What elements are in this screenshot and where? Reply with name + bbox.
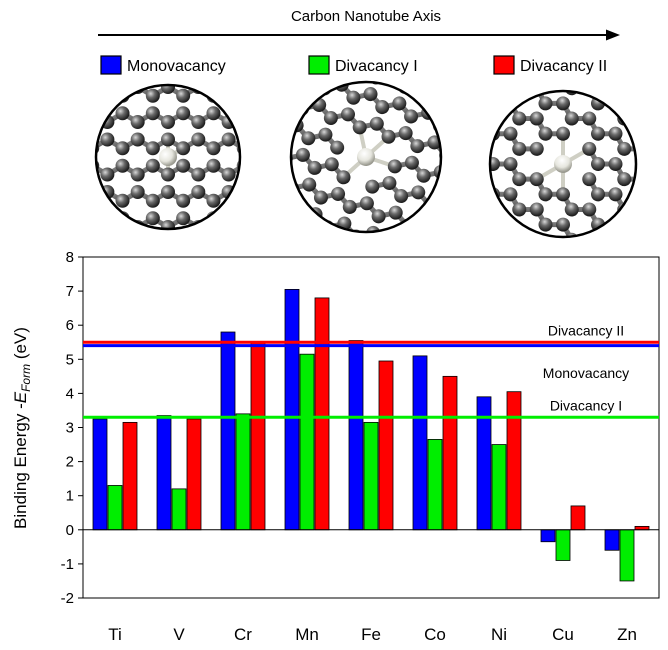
nanotube-axis-title: Carbon Nanotube Axis	[291, 8, 441, 25]
legend-item-monovacancy: Monovacancy	[101, 56, 226, 75]
y-axis-label-symbol: E	[11, 391, 30, 403]
legend: Monovacancy Divacancy I Divacancy II	[101, 56, 607, 75]
y-tick-label: 5	[66, 351, 74, 368]
bar-divacancy-ii-mn	[315, 298, 329, 530]
y-axis-label: Binding Energy -EForm (eV)	[11, 327, 33, 529]
bar-divacancy-ii-v	[187, 419, 201, 530]
bar-divacancy-ii-co	[443, 376, 457, 529]
bar-divacancy-ii-zn	[635, 526, 649, 529]
bar-monovacancy-co	[413, 356, 427, 530]
y-tick-label: 0	[66, 522, 74, 539]
y-axis-label-unit: (eV)	[11, 327, 30, 364]
bar-monovacancy-fe	[349, 341, 363, 530]
bar-divacancy-i-ni	[492, 445, 506, 530]
arrow-right-icon	[606, 30, 620, 41]
reference-line-label-divacancy-i: Divacancy I	[550, 397, 622, 413]
y-tick-label: 1	[66, 488, 74, 505]
legend-label-divacancy-ii: Divacancy II	[520, 58, 607, 75]
bar-divacancy-i-co	[428, 439, 442, 529]
bar-divacancy-ii-ni	[507, 392, 521, 530]
bar-monovacancy-cu	[541, 530, 555, 542]
legend-swatch-monovacancy	[101, 56, 121, 74]
bar-divacancy-ii-ti	[123, 422, 137, 529]
y-tick-label: -2	[61, 590, 74, 607]
bar-divacancy-ii-cu	[571, 506, 585, 530]
reference-line-label-monovacancy: Monovacancy	[543, 365, 629, 381]
legend-item-divacancy-i: Divacancy I	[309, 56, 418, 75]
x-tick-label: Cu	[552, 625, 574, 644]
x-tick-label: Ni	[491, 625, 507, 644]
reference-lines: Divacancy II Monovacancy Divacancy I	[83, 322, 659, 417]
reference-line-label-divacancy-ii: Divacancy II	[548, 322, 624, 338]
legend-label-monovacancy: Monovacancy	[127, 58, 226, 75]
bar-divacancy-i-cu	[556, 530, 570, 561]
legend-swatch-divacancy-i	[309, 56, 329, 74]
y-axis-ticks: -2 -1 0 1 2 3 4 5 6 7 8	[61, 249, 83, 607]
legend-swatch-divacancy-ii	[494, 56, 514, 74]
x-tick-label: V	[173, 625, 185, 644]
bar-divacancy-i-fe	[364, 422, 378, 529]
bar-divacancy-i-mn	[300, 354, 314, 530]
bar-monovacancy-mn	[285, 289, 299, 529]
x-tick-label: Ti	[108, 625, 122, 644]
x-tick-label: Fe	[361, 625, 381, 644]
bar-monovacancy-cr	[221, 332, 235, 530]
y-tick-label: -1	[61, 556, 74, 573]
bar-divacancy-i-v	[172, 489, 186, 530]
bar-monovacancy-ti	[93, 419, 107, 530]
metal-atom-icon	[159, 148, 177, 166]
legend-label-divacancy-i: Divacancy I	[335, 58, 418, 75]
bar-divacancy-ii-fe	[379, 361, 393, 530]
x-tick-label: Mn	[295, 625, 319, 644]
bar-divacancy-i-ti	[108, 485, 122, 529]
legend-item-divacancy-ii: Divacancy II	[494, 56, 607, 75]
nanotube-axis-header: Carbon Nanotube Axis	[98, 8, 620, 41]
metal-atom-icon	[551, 152, 576, 177]
y-axis-label-subscript: Form	[19, 364, 33, 392]
bar-monovacancy-zn	[605, 530, 619, 550]
y-tick-label: 6	[66, 317, 74, 334]
x-axis-tick-labels: Ti V Cr Mn Fe Co Ni Cu Zn	[108, 625, 637, 644]
x-tick-label: Co	[424, 625, 446, 644]
y-tick-label: 7	[66, 283, 74, 300]
y-axis-label-main: Binding Energy -	[11, 403, 30, 529]
y-tick-label: 3	[66, 420, 74, 437]
x-tick-label: Zn	[617, 625, 637, 644]
monovacancy-structure-icon	[25, 54, 327, 261]
y-tick-label: 8	[66, 249, 74, 266]
bar-divacancy-i-zn	[620, 530, 634, 581]
bar-monovacancy-v	[157, 416, 171, 530]
y-tick-label: 2	[66, 454, 74, 471]
bar-divacancy-i-cr	[236, 414, 250, 530]
x-tick-label: Cr	[234, 625, 252, 644]
bar-divacancy-ii-cr	[251, 342, 265, 530]
y-tick-label: 4	[66, 385, 74, 402]
